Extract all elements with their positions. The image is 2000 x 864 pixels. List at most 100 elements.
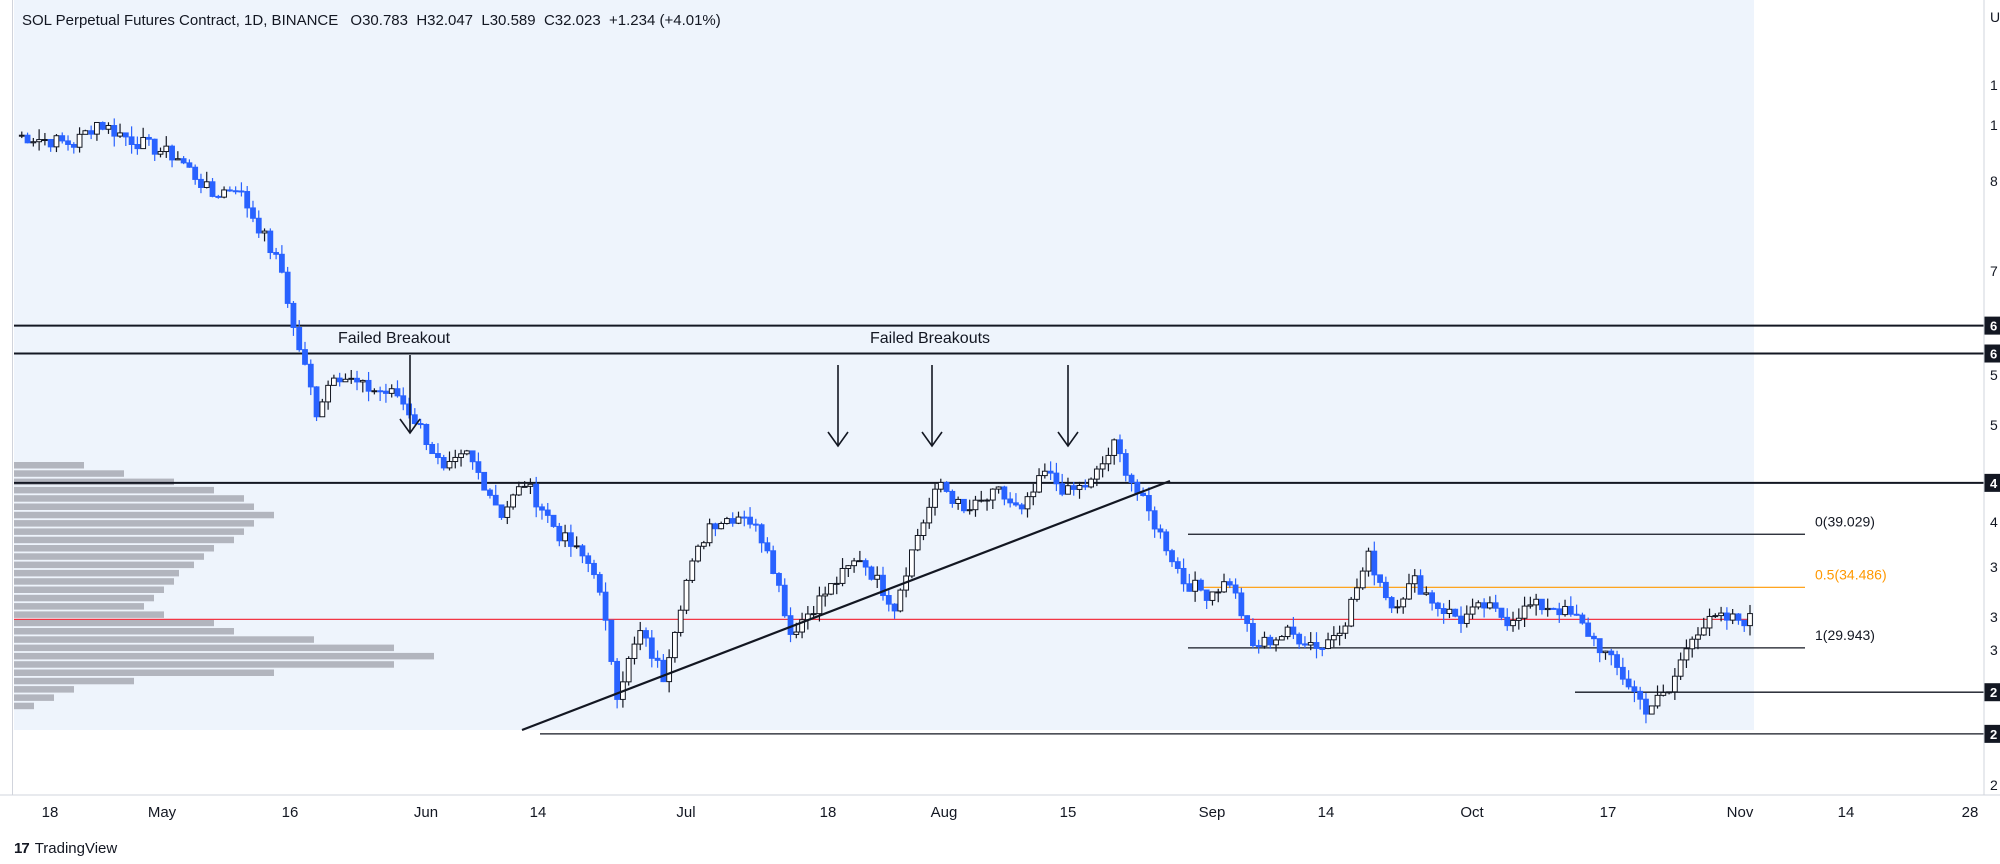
candle-body (718, 522, 725, 530)
tradingview-brand[interactable]: 17 TradingView (14, 840, 117, 857)
candle-body (637, 630, 644, 645)
profile-bar (14, 636, 314, 643)
y-tick-label: 1 (1990, 77, 1998, 93)
candle-body (377, 390, 384, 393)
candle-body (1169, 550, 1175, 563)
level-tag (1984, 344, 2000, 363)
candle-body (700, 542, 707, 547)
candle-body (1723, 612, 1730, 621)
x-tick-label: Aug (931, 804, 958, 821)
profile-bar (14, 686, 74, 693)
x-tick-label: 18 (42, 804, 59, 821)
candle-body (1059, 483, 1066, 495)
candle-body (1400, 598, 1407, 608)
candle-body (1567, 605, 1574, 615)
legend-symbol[interactable]: SOL Perpetual Futures Contract, 1D, BINA… (22, 12, 339, 29)
candle-body (1134, 481, 1141, 494)
candle-body (793, 631, 800, 635)
profile-bar (14, 628, 234, 635)
candle-body (989, 488, 996, 501)
legend-high: H32.047 (416, 12, 474, 29)
candle-body (1718, 612, 1724, 617)
candle-body (117, 132, 123, 137)
candle-body (1244, 615, 1251, 624)
candle-body (706, 523, 713, 544)
candle-body (914, 534, 921, 551)
candle-body (712, 523, 719, 530)
legend-open: O30.783 (350, 12, 408, 29)
candle-body (122, 132, 129, 138)
candle-body (203, 181, 210, 188)
candle-body (1602, 650, 1609, 654)
candle-body (1365, 550, 1372, 572)
candle-body (1533, 598, 1540, 606)
level-tag (1984, 724, 2000, 743)
profile-bar (14, 536, 234, 544)
candle-body (99, 121, 106, 130)
candle-body (1250, 622, 1256, 647)
candle-body (1140, 492, 1146, 497)
candle-body (729, 518, 736, 524)
candle-body (169, 145, 175, 161)
candle-body (174, 158, 181, 161)
candle-body (36, 139, 43, 143)
candle-body (226, 189, 233, 192)
candle-body (487, 489, 493, 496)
candle-body (1221, 581, 1227, 593)
profile-bar (14, 520, 254, 527)
candle-body (544, 509, 551, 516)
candle-body (244, 191, 251, 209)
candle-body (1342, 625, 1349, 634)
candle-body (76, 133, 83, 148)
candle-body (1122, 453, 1129, 476)
candle-body (1261, 636, 1268, 647)
legend-change: +1.234 (+4.01%) (609, 12, 721, 29)
candle-body (1429, 592, 1435, 604)
candle-body (724, 518, 730, 524)
candle-body (510, 494, 516, 508)
y-tick-label: 5 (1990, 367, 1998, 383)
fib-label: 0.5(34.486) (1815, 566, 1887, 582)
candle-body (163, 145, 170, 153)
candle-body (625, 657, 632, 683)
candle-body (1284, 626, 1291, 638)
profile-bar (14, 486, 214, 494)
candle-body (400, 395, 407, 405)
candle-body (1082, 484, 1089, 488)
tradingview-logo-icon: 17 (14, 840, 30, 857)
candle-body (481, 471, 488, 491)
candle-body (1278, 636, 1285, 641)
candle-body (1637, 690, 1644, 700)
candle-body (1660, 692, 1667, 696)
candle-body (302, 349, 308, 365)
x-tick-label: Sep (1199, 804, 1226, 821)
candle-body (140, 136, 147, 150)
profile-bar (14, 694, 54, 701)
candle-body (1683, 648, 1690, 661)
arrow-head (399, 418, 421, 435)
candle-body (1359, 570, 1366, 589)
candle-body (1180, 567, 1187, 585)
candle-body (527, 483, 534, 487)
candle-body (88, 130, 95, 135)
candle-body (1469, 606, 1476, 615)
candle-body (1585, 622, 1592, 637)
candle-body (209, 181, 216, 197)
candle-body (1307, 642, 1314, 646)
x-tick-label: 16 (282, 804, 299, 821)
candle-body (515, 486, 522, 496)
candle-body (562, 532, 569, 542)
candle-body (278, 253, 285, 273)
candle-body (1186, 583, 1193, 592)
x-axis: 18 May 16 Jun 14 Jul 18 Aug 15 Sep 14 Oct 17 Nov 14 28 (42, 804, 1979, 821)
y-tick-label: 1 (1990, 117, 1998, 133)
candle-body (1157, 528, 1164, 533)
candle-body (1302, 643, 1308, 646)
candle-body (585, 555, 592, 564)
candle-body (1371, 550, 1378, 576)
candle-body (856, 560, 863, 563)
candle-body (1273, 639, 1279, 646)
level-tag-label: 2 (1990, 685, 1997, 700)
